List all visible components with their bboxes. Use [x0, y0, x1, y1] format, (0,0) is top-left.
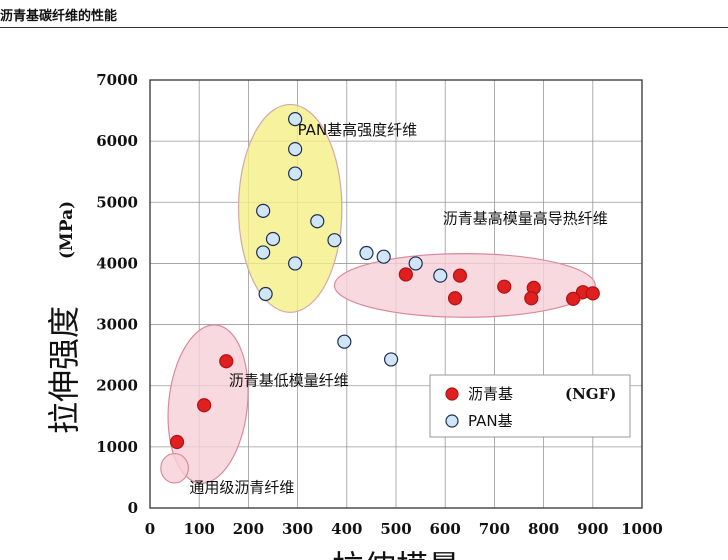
pitch-data-point [452, 268, 468, 283]
pitch-data-point [497, 279, 512, 294]
plot-frame [149, 79, 643, 509]
y-tick-label: 5000 [96, 193, 138, 211]
y-tick-label: 2000 [96, 377, 138, 395]
legend-marker [445, 414, 459, 428]
pitch-data-point [219, 354, 234, 369]
pan-data-point [288, 166, 303, 181]
header-title: 沥青基碳纤维的性能 [0, 9, 118, 24]
x-tick-label: 0 [145, 520, 155, 538]
page-header: 沥青基碳纤维的性能 [0, 0, 728, 28]
y-tick-label: 0 [128, 499, 138, 517]
x-tick-label: 400 [331, 520, 362, 538]
y-axis-label: 拉伸强度 [45, 306, 83, 434]
x-tick-label: 800 [528, 520, 559, 538]
pitch-data-point [169, 434, 185, 450]
pan-data-point [288, 141, 303, 157]
pan-data-point [256, 245, 271, 260]
x-tick-label: 500 [380, 520, 411, 538]
pan-data-point [288, 112, 303, 127]
pitch-data-point [197, 398, 212, 413]
pan-data-point [327, 233, 342, 248]
pan-data-point [310, 214, 325, 229]
pan-data-point [433, 268, 448, 283]
y-axis-unit: (MPa) [57, 201, 77, 259]
legend-box [429, 374, 631, 438]
x-tick-label: 600 [430, 520, 461, 538]
x-tick-label: 1000 [621, 520, 663, 538]
annotation-label: 通用级沥青纤维 [189, 479, 294, 497]
annotation-label: PAN基高强度纤维 [298, 121, 418, 139]
annotation-label: 沥青基高模量高导热纤维 [443, 210, 608, 228]
cluster-region-2 [333, 253, 596, 318]
x-tick-label: 200 [233, 520, 264, 538]
pan-data-point [256, 203, 271, 218]
pan-data-point [376, 249, 391, 264]
pan-data-point [408, 256, 423, 271]
cluster-region-4 [160, 452, 189, 484]
y-tick-label: 1000 [96, 438, 138, 456]
pan-data-point [383, 352, 399, 367]
pan-data-point [288, 256, 303, 271]
pitch-data-point [524, 291, 539, 306]
x-tick-label: 100 [184, 520, 215, 538]
x-tick-label: 700 [479, 520, 510, 538]
cluster-region-1 [237, 103, 343, 313]
pan-data-point [265, 231, 281, 247]
annotation-label: 沥青基低模量纤维 [229, 372, 349, 390]
legend-marker [445, 387, 459, 401]
x-tick-label: 900 [577, 520, 608, 538]
pitch-data-point [398, 267, 413, 282]
legend-label-suffix: (NGF) [565, 385, 616, 403]
y-tick-label: 7000 [96, 71, 138, 89]
legend-label: PAN基 [468, 412, 513, 430]
pitch-data-point [585, 286, 600, 301]
legend: 沥青基 (NGF) PAN基 [429, 374, 631, 438]
y-tick-label: 4000 [96, 254, 138, 272]
y-tick-label: 3000 [96, 316, 138, 334]
pitch-data-point [447, 291, 463, 306]
y-tick-label: 6000 [96, 132, 138, 150]
legend-label: 沥青基 [468, 385, 513, 403]
pan-data-point [359, 245, 374, 261]
x-axis-label: 拉伸模量 [332, 548, 460, 560]
pan-data-point [337, 334, 352, 349]
x-tick-label: 300 [282, 520, 313, 538]
pitch-data-point [566, 291, 581, 306]
pan-data-point [258, 286, 273, 302]
